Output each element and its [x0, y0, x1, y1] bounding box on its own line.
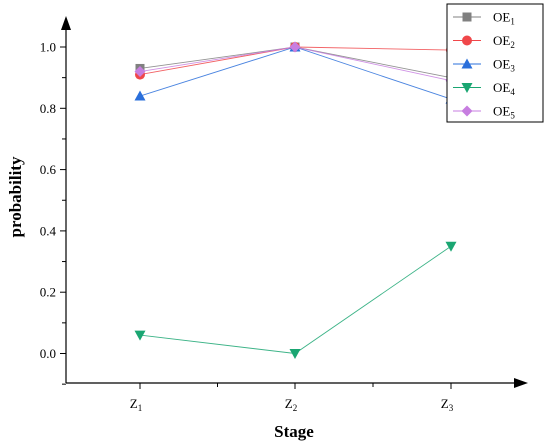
- data-point: [289, 349, 301, 359]
- legend-box: [446, 3, 544, 123]
- x-ticks: Z1 Z2 Z3: [130, 383, 454, 413]
- series-line: [139, 46, 452, 82]
- legend-marker: [462, 12, 472, 22]
- data-point: [445, 241, 457, 252]
- legend-item: OE1: [453, 10, 515, 27]
- y-ticks: 0.0 0.2 0.4 0.6 0.8 1.0: [40, 40, 66, 385]
- data-point: [134, 330, 146, 341]
- legend-item: OE3: [453, 57, 515, 74]
- data-point: [134, 90, 146, 101]
- legend-marker: [461, 83, 473, 93]
- legend-label: OE2: [493, 33, 515, 50]
- y-tick-label: 1.0: [40, 40, 56, 55]
- series-group: [134, 41, 457, 359]
- axes: [61, 16, 528, 388]
- legend-label: OE1: [493, 10, 515, 27]
- legend-label: OE4: [493, 80, 515, 97]
- legend-marker: [461, 105, 473, 117]
- series-OE4: [134, 241, 457, 359]
- data-point: [289, 41, 301, 53]
- x-axis-title: Stage: [274, 422, 314, 441]
- legend: OE1 OE2 OE3 OE4 OE5: [446, 3, 544, 123]
- y-tick-label: 0.6: [40, 162, 57, 177]
- data-point: [134, 66, 146, 78]
- y-tick-label: 0.0: [40, 346, 56, 361]
- y-tick-label: 0.2: [40, 285, 56, 300]
- legend-marker: [462, 35, 472, 46]
- x-axis-arrow: [514, 378, 528, 388]
- series-line: [139, 245, 452, 354]
- series-line: [139, 46, 452, 100]
- x-tick-label: Z1: [130, 396, 142, 413]
- legend-marker: [461, 58, 473, 69]
- series-OE5: [134, 41, 457, 87]
- legend-label: OE5: [493, 104, 515, 121]
- legend-item: OE4: [453, 80, 515, 97]
- legend-label: OE3: [493, 57, 515, 74]
- legend-item: OE5: [453, 104, 515, 121]
- x-tick-label: Z3: [441, 396, 454, 413]
- y-tick-label: 0.4: [40, 223, 57, 238]
- y-axis-arrow: [61, 16, 71, 30]
- y-axis-title: probability: [6, 156, 25, 237]
- y-tick-label: 0.8: [40, 101, 56, 116]
- legend-item: OE2: [453, 33, 515, 50]
- x-tick-label: Z2: [285, 396, 297, 413]
